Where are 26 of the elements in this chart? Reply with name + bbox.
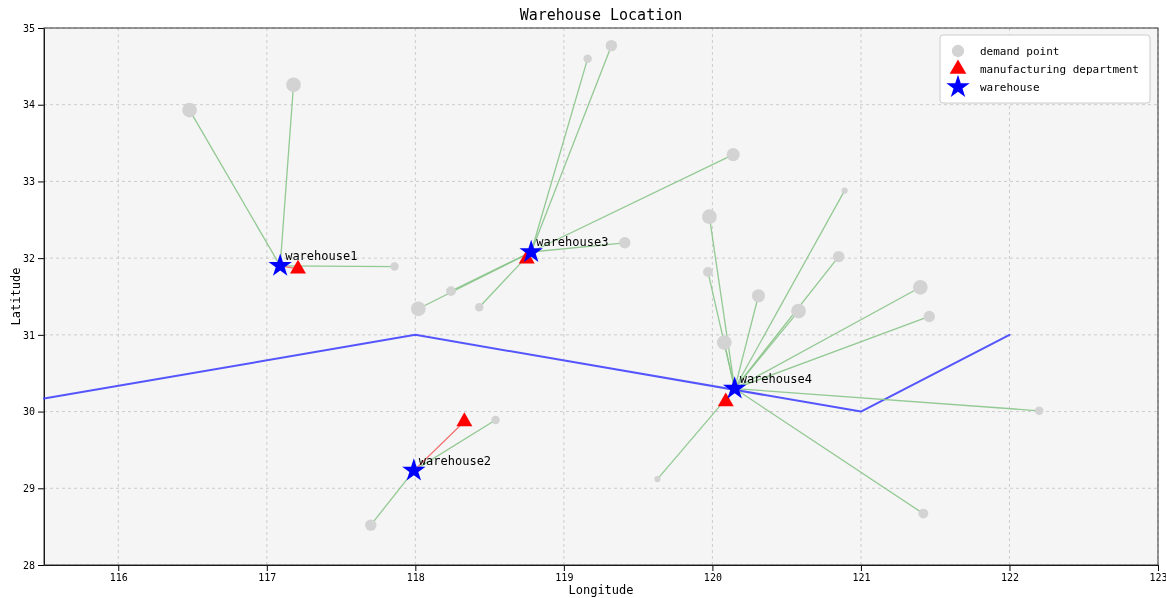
y-tick-label: 34 bbox=[22, 99, 35, 111]
x-tick-label: 123 bbox=[1149, 572, 1166, 584]
legend-label: manufacturing department bbox=[980, 63, 1139, 76]
y-tick-label: 31 bbox=[22, 329, 35, 341]
y-tick-label: 28 bbox=[22, 559, 35, 571]
y-tick-label: 33 bbox=[22, 176, 35, 188]
x-tick-label: 120 bbox=[703, 572, 722, 584]
y-tick-label: 29 bbox=[22, 482, 35, 494]
legend-label: demand point bbox=[980, 45, 1060, 58]
annotation: warehouse4 bbox=[739, 371, 812, 386]
chart-title: Warehouse Location bbox=[519, 6, 683, 24]
x-tick-label: 118 bbox=[406, 572, 425, 584]
x-tick-label: 122 bbox=[1000, 572, 1019, 584]
annotation: warehouse2 bbox=[418, 453, 492, 468]
legend-label: warehouse bbox=[980, 81, 1040, 94]
x-tick-label: 116 bbox=[109, 572, 128, 584]
x-tick-label: 121 bbox=[852, 572, 871, 584]
y-tick-label: 30 bbox=[22, 406, 35, 418]
y-tick-label: 32 bbox=[22, 252, 35, 264]
annotation: warehouse3 bbox=[536, 235, 609, 250]
x-axis-title: Longitude bbox=[568, 583, 634, 597]
y-tick-label: 35 bbox=[22, 22, 35, 34]
annotation: warehouse1 bbox=[285, 248, 358, 263]
y-axis-title: Latitude bbox=[9, 267, 23, 326]
x-tick-label: 119 bbox=[555, 572, 574, 584]
x-tick-label: 117 bbox=[258, 572, 277, 584]
